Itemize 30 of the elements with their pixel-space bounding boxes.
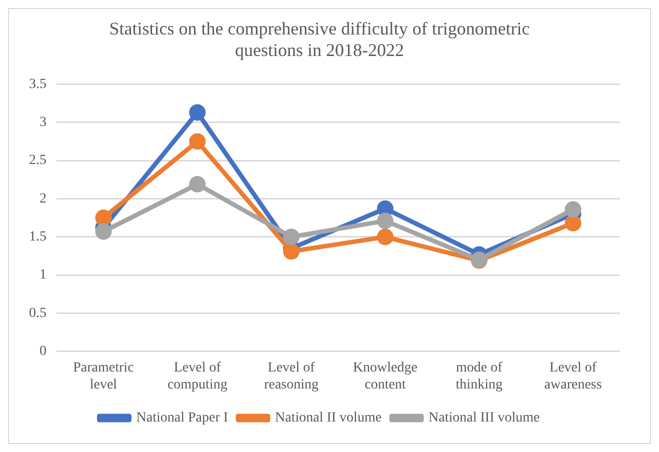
point [95,210,112,226]
y-tick-label: 2 [40,191,46,206]
legend-label: National II volume [275,410,382,426]
x-tick-label: mode of thinking [456,360,503,392]
y-tick-label: 0.5 [29,306,46,321]
chart-title: Statistics on the comprehensive difficulty of trigonometric questions in 2018-2022 [109,18,530,60]
x-tick-label: Knowledge content [352,360,418,392]
point [189,133,206,150]
y-tick-label: 0 [40,344,46,360]
point [376,228,394,246]
x-tick-label: Level of computing [167,360,228,392]
y-tick-label: 1.5 [29,230,46,245]
point [564,201,582,218]
point [189,104,206,121]
point [283,228,300,246]
point [189,176,206,192]
point [95,223,112,240]
x-tick-label: Parametric level [73,360,134,392]
y-tick-label: 3.5 [29,76,46,92]
point [564,214,582,232]
legend-label: National III volume [428,410,540,426]
point [283,243,300,260]
y-tick-label: 3 [40,115,46,130]
y-tick-label: 2.5 [29,153,46,168]
legend-label: National Paper I [136,410,228,426]
x-tick-label: Level of reasoning [264,360,319,392]
y-tick-label: 1 [40,268,46,283]
point [376,212,394,230]
x-tick-label: Level of awareness [544,360,602,392]
point [376,200,394,217]
